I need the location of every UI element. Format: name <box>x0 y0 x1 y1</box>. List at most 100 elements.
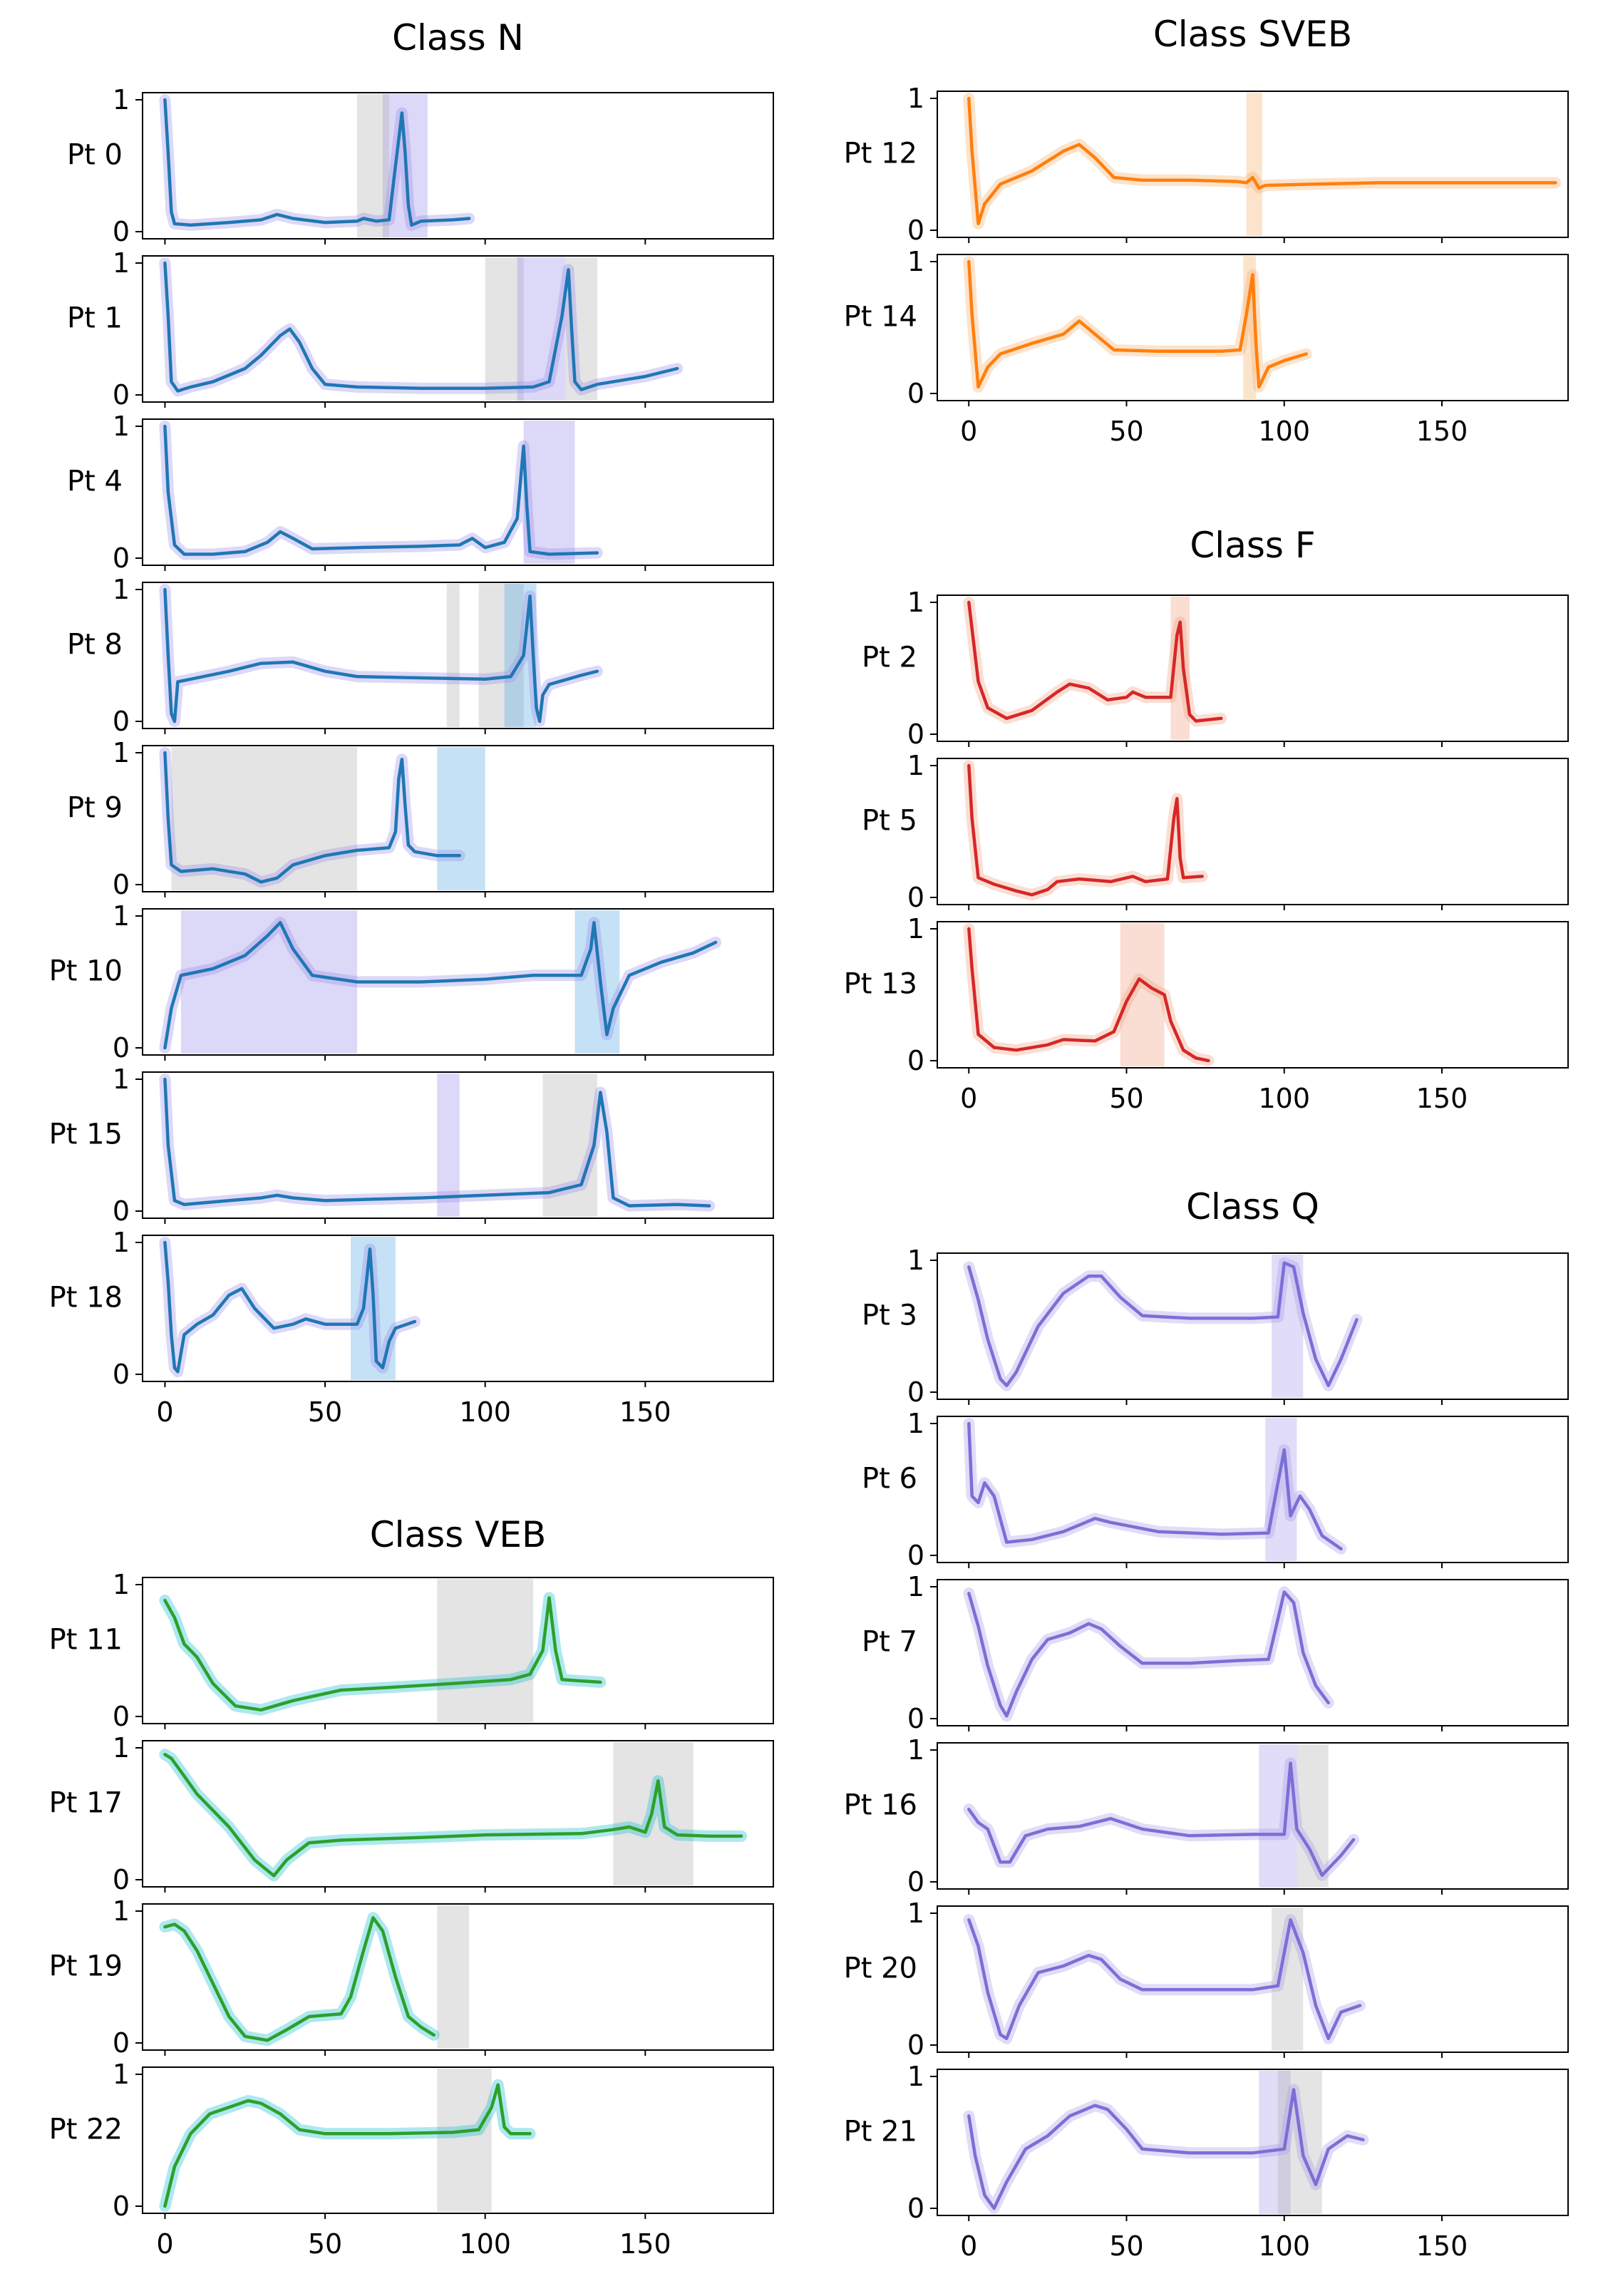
y-tick-label: 0 <box>113 1864 130 1895</box>
panel-label: Pt 6 <box>862 1463 917 1496</box>
shaded-band <box>517 257 565 401</box>
y-tick-label: 1 <box>907 246 924 277</box>
y-tick-label: 0 <box>113 1195 130 1227</box>
panel-pt-16: 0 1 Pt 16 <box>844 1734 1569 1898</box>
panel-frame <box>142 1577 774 1724</box>
panel-label: Pt 3 <box>862 1299 917 1332</box>
y-tick-label: 0 <box>113 2027 130 2059</box>
shaded-band <box>485 257 524 401</box>
x-tick-label: 100 <box>1258 2230 1310 2262</box>
panel-pt-5: 0 1 Pt 5 <box>862 750 1569 913</box>
y-tick-label: 1 <box>113 1064 130 1095</box>
panel-frame <box>937 2069 1569 2216</box>
y-tick-label: 1 <box>113 411 130 442</box>
panel-frame <box>937 758 1569 905</box>
series-line <box>967 1421 1343 1551</box>
series-line <box>163 1916 436 2042</box>
y-tick-label: 1 <box>113 1732 130 1764</box>
panel-pt-18: 0 1 Pt 18 0 50 100 150 <box>49 1227 774 1428</box>
x-tick-label: 150 <box>619 1396 671 1428</box>
panel-label: Pt 5 <box>862 805 917 838</box>
panel-pt-6: 0 1 Pt 6 <box>862 1408 1569 1571</box>
series-line <box>967 1590 1330 1718</box>
group-title: Class SVEB <box>1153 14 1352 55</box>
panel-frame <box>937 1905 1569 2053</box>
series-line <box>967 1918 1362 2041</box>
series-line <box>163 2083 532 2208</box>
panel-label: Pt 13 <box>844 968 917 1001</box>
panel-label: Pt 0 <box>67 139 123 172</box>
x-tick-label: 50 <box>308 1396 342 1428</box>
group-title: Class F <box>1190 525 1315 566</box>
panel-pt-4: 0 1 Pt 4 <box>67 411 774 574</box>
y-tick-label: 0 <box>113 542 130 574</box>
panel-pt-13: 0 1 Pt 13 0 50 100 150 <box>844 913 1569 1114</box>
shaded-band <box>437 1074 460 1217</box>
series-band <box>963 1586 1334 1722</box>
shaded-band <box>1297 1744 1329 1888</box>
panel-frame <box>937 1416 1569 1563</box>
x-tick-label: 50 <box>1109 1083 1143 1114</box>
panel-label: Pt 7 <box>862 1626 917 1659</box>
series-line <box>967 1261 1359 1388</box>
y-tick-label: 1 <box>907 83 924 114</box>
series-line <box>163 1240 417 1374</box>
panel-frame <box>937 1252 1569 1400</box>
panel-pt-10: 0 1 Pt 10 <box>49 900 774 1064</box>
x-tick-label: 0 <box>156 2228 173 2260</box>
y-tick-label: 1 <box>907 587 924 618</box>
x-tick-label: 50 <box>308 2228 342 2260</box>
y-tick-label: 0 <box>907 215 924 246</box>
x-tick-label: 100 <box>459 2228 511 2260</box>
y-tick-label: 0 <box>907 378 924 409</box>
series-line <box>967 927 1210 1063</box>
y-tick-label: 1 <box>113 574 130 605</box>
y-tick-label: 1 <box>907 1734 924 1766</box>
x-tick-label: 150 <box>619 2228 671 2260</box>
y-tick-label: 1 <box>113 1569 130 1600</box>
panel-label: Pt 17 <box>49 1787 123 1820</box>
shaded-band <box>478 584 524 727</box>
shaded-band <box>437 747 485 890</box>
shaded-band <box>437 1905 470 2049</box>
y-tick-label: 0 <box>907 2193 924 2224</box>
x-tick-label: 100 <box>459 1396 511 1428</box>
panel-pt-21: 0 1 Pt 21 0 50 100 150 <box>844 2061 1569 2262</box>
shaded-band <box>1120 923 1165 1066</box>
y-tick-label: 1 <box>113 1227 130 1258</box>
panel-frame <box>142 1235 774 1382</box>
panel-pt-2: 0 1 Pt 2 <box>862 587 1569 750</box>
panel-pt-8: 0 1 Pt 8 <box>67 574 774 737</box>
panel-frame <box>142 92 774 240</box>
panel-label: Pt 2 <box>862 642 917 674</box>
panel-frame <box>142 1071 774 1219</box>
x-tick-label: 0 <box>960 416 977 447</box>
panel-pt-14: 0 1 Pt 14 0 50 100 150 <box>844 246 1569 447</box>
y-tick-label: 1 <box>113 737 130 768</box>
panel-pt-15: 0 1 Pt 15 <box>49 1064 774 1227</box>
series-line <box>163 98 471 227</box>
y-tick-label: 1 <box>907 2061 924 2092</box>
panel-frame <box>142 2066 774 2214</box>
group-title: Class N <box>392 17 524 58</box>
panel-frame <box>142 582 774 729</box>
shaded-band <box>437 2069 492 2212</box>
y-tick-label: 1 <box>907 913 924 944</box>
panel-frame <box>142 908 774 1056</box>
x-tick-label: 100 <box>1258 416 1310 447</box>
x-tick-label: 0 <box>156 1396 173 1428</box>
y-tick-label: 0 <box>907 719 924 750</box>
shaded-band <box>574 910 620 1054</box>
panel-frame <box>937 254 1569 401</box>
y-tick-label: 0 <box>113 1701 130 1732</box>
shaded-band <box>1272 1255 1304 1398</box>
y-tick-label: 1 <box>907 1408 924 1439</box>
series-line <box>967 763 1204 897</box>
panel-pt-0: 0 1 Pt 0 <box>67 84 774 247</box>
y-tick-label: 0 <box>113 706 130 737</box>
